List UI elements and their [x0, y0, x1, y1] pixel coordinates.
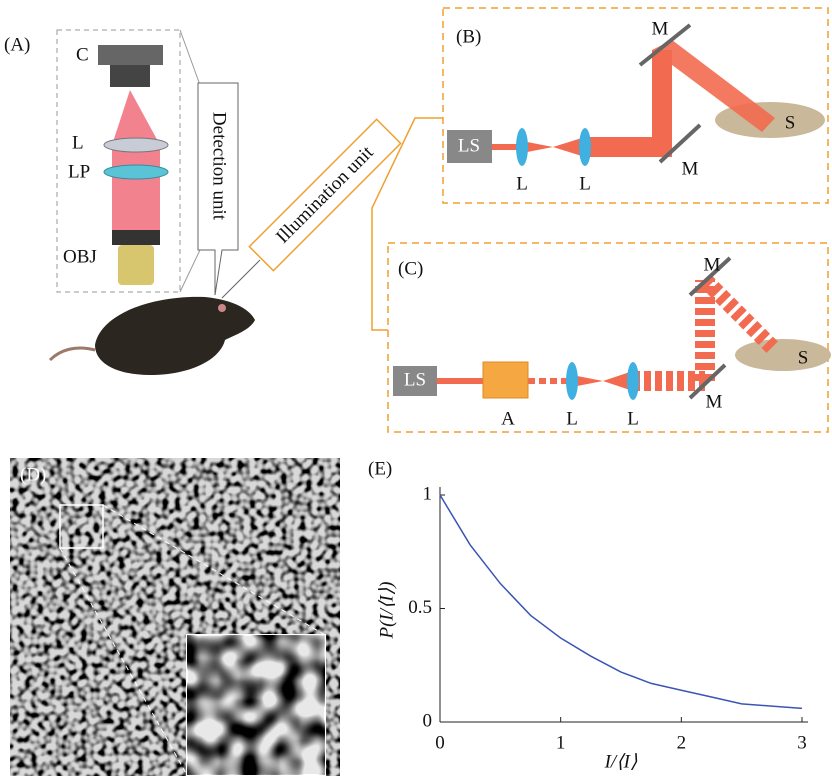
- detection-label: Detection unit: [209, 112, 230, 221]
- figure: (A) C L LP OBJ Detection unit Illuminati…: [0, 0, 832, 779]
- lens-label: L: [579, 173, 591, 194]
- mirror-label: M: [704, 254, 721, 275]
- lens-label: L: [516, 173, 528, 194]
- light-cone: [112, 90, 160, 232]
- pointer: [222, 260, 260, 298]
- lens: [579, 128, 591, 166]
- panel-label: (B): [456, 26, 481, 47]
- x-tick-label: 3: [797, 732, 807, 753]
- objective-label: OBJ: [63, 246, 97, 267]
- attenuator-label: A: [501, 408, 515, 429]
- mouse: [95, 297, 255, 375]
- polarizer: [104, 165, 168, 179]
- panel-label: (E): [368, 458, 392, 479]
- lens-label: L: [627, 408, 639, 429]
- lens: [627, 362, 639, 400]
- lens: [516, 128, 528, 166]
- camera: [98, 45, 163, 65]
- zoom-inset: [187, 635, 325, 775]
- mouse-tail: [50, 348, 95, 360]
- camera: [110, 65, 150, 87]
- lens: [104, 138, 168, 152]
- lens-label: L: [566, 408, 578, 429]
- attenuator: [483, 362, 528, 398]
- camera-label: C: [76, 44, 89, 65]
- x-tick-label: 1: [556, 732, 566, 753]
- y-tick-label: 0: [423, 710, 433, 731]
- connector: [180, 30, 200, 85]
- beam: [437, 378, 483, 384]
- mirror-label: M: [706, 391, 723, 412]
- sample-label: S: [785, 112, 796, 133]
- x-tick-label: 2: [677, 732, 687, 753]
- y-tick-label: 1: [423, 483, 433, 504]
- panel-label: (D): [20, 464, 46, 485]
- sample: [735, 339, 831, 371]
- polarizer-label: LP: [68, 161, 90, 182]
- data-line: [440, 495, 802, 708]
- x-axis-label: I/⟨I⟩: [604, 751, 638, 772]
- sample-label: S: [798, 347, 809, 368]
- y-tick-label: 0.5: [408, 597, 432, 618]
- connector: [180, 250, 200, 292]
- beam: [652, 50, 672, 157]
- mirror-label: M: [682, 158, 699, 179]
- illumination-label: Illumination unit: [272, 142, 378, 248]
- lens-label: L: [72, 132, 84, 153]
- beam: [705, 280, 775, 350]
- mouse-ear: [218, 304, 226, 312]
- chart: (E) I/⟨I⟩ P(I/⟨I⟩) 0 0.5 1 0 1 2 3: [368, 458, 808, 772]
- panel-label: (A): [4, 34, 30, 55]
- source-label: LS: [404, 369, 426, 390]
- objective: [118, 245, 154, 285]
- y-axis-label: P(I/⟨I⟩): [376, 581, 397, 639]
- mirror-label: M: [652, 18, 669, 39]
- source-label: LS: [458, 135, 480, 156]
- x-tick-label: 0: [435, 732, 445, 753]
- panel-label: (C): [398, 258, 423, 279]
- lens: [566, 362, 578, 400]
- objective: [112, 230, 160, 245]
